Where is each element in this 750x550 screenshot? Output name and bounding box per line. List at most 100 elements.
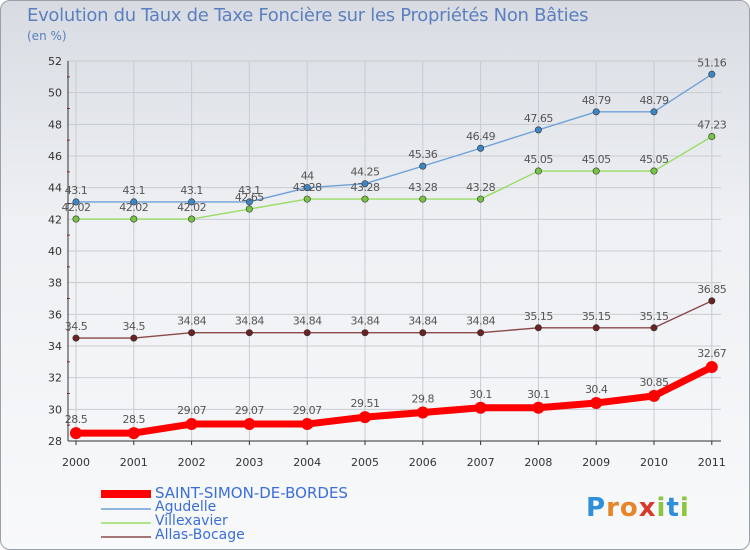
- data-point-agudelle-2000: [72, 198, 80, 206]
- data-label-villexavier-2009: 45.05: [582, 153, 611, 166]
- data-point-villexavier-2002: [188, 215, 196, 223]
- data-point-allas-bocage-2011: [708, 297, 716, 305]
- data-label-agudelle-2009: 48.79: [582, 94, 611, 107]
- data-point-saint-simon-de-bordes-2002: [185, 418, 198, 431]
- x-tick-label-2001: 2001: [120, 456, 148, 469]
- data-label-allas-bocage-2000: 34.5: [65, 320, 88, 333]
- data-label-villexavier-2004: 43.28: [293, 181, 322, 194]
- y-tick-label-32: 32: [48, 372, 62, 385]
- unit-label: (en %): [27, 29, 67, 43]
- data-point-saint-simon-de-bordes-2001: [127, 427, 140, 440]
- data-point-villexavier-2001: [130, 215, 138, 223]
- data-point-saint-simon-de-bordes-2010: [648, 389, 660, 402]
- y-tick-label-30: 30: [48, 403, 62, 416]
- data-point-villexavier-2008: [534, 167, 542, 175]
- data-label-villexavier-2007: 43.28: [466, 181, 495, 194]
- data-point-villexavier-2005: [361, 195, 369, 203]
- legend-label-villexavier: Villexavier: [155, 513, 228, 529]
- data-point-allas-bocage-2007: [477, 329, 485, 337]
- data-point-agudelle-2004: [303, 184, 311, 192]
- data-point-villexavier-2000: [72, 215, 80, 223]
- data-label-agudelle-2005: 44.25: [351, 166, 380, 179]
- data-point-allas-bocage-2002: [188, 329, 196, 337]
- data-label-allas-bocage-2004: 34.84: [293, 315, 322, 328]
- data-label-saint-simon-de-bordes-2011: 32.67: [697, 347, 726, 360]
- data-point-allas-bocage-2005: [361, 329, 369, 337]
- data-label-allas-bocage-2005: 34.84: [351, 315, 380, 328]
- legend-label-saint-simon-de-bordes: SAINT-SIMON-DE-BORDES: [155, 484, 348, 502]
- x-tick-label-2006: 2006: [409, 456, 437, 469]
- y-tick-label-48: 48: [48, 118, 62, 131]
- logo-letter: P: [586, 493, 607, 523]
- data-point-saint-simon-de-bordes-2000: [70, 427, 82, 440]
- data-label-saint-simon-de-bordes-2006: 29.8: [412, 393, 435, 406]
- data-label-saint-simon-de-bordes-2010: 30.85: [640, 376, 669, 389]
- data-label-agudelle-2003: 43.1: [238, 184, 261, 197]
- data-label-allas-bocage-2009: 35.15: [582, 310, 611, 323]
- data-label-allas-bocage-2010: 35.15: [640, 310, 669, 323]
- y-tick-label-36: 36: [48, 308, 62, 321]
- y-tick-label-46: 46: [48, 150, 62, 163]
- data-point-allas-bocage-2010: [650, 324, 658, 332]
- data-point-agudelle-2008: [534, 126, 542, 134]
- data-label-agudelle-2010: 48.79: [640, 94, 669, 107]
- data-label-villexavier-2001: 42.02: [119, 201, 148, 214]
- data-point-saint-simon-de-bordes-2006: [416, 406, 429, 419]
- x-tick-label-2009: 2009: [582, 456, 610, 469]
- x-tick-label-2003: 2003: [235, 456, 263, 469]
- logo-letter: i: [656, 493, 667, 523]
- data-label-saint-simon-de-bordes-2001: 28.5: [123, 413, 146, 426]
- data-point-villexavier-2007: [477, 195, 485, 203]
- data-point-allas-bocage-2008: [534, 324, 542, 332]
- series-line-saint-simon-de-bordes: [72, 363, 716, 437]
- chart-title: Evolution du Taux de Taxe Foncière sur l…: [27, 5, 589, 26]
- legend-label-agudelle: Agudelle: [155, 499, 217, 515]
- data-point-agudelle-2007: [477, 144, 485, 152]
- data-label-saint-simon-de-bordes-2003: 29.07: [235, 404, 264, 417]
- data-label-allas-bocage-2001: 34.5: [123, 320, 146, 333]
- data-label-allas-bocage-2002: 34.84: [177, 315, 206, 328]
- data-point-allas-bocage-2001: [130, 334, 138, 342]
- data-label-agudelle-2000: 43.1: [65, 184, 88, 197]
- y-tick-label-52: 52: [48, 55, 62, 68]
- data-point-allas-bocage-2009: [592, 324, 600, 332]
- data-label-saint-simon-de-bordes-2007: 30.1: [469, 388, 492, 401]
- data-point-villexavier-2004: [303, 195, 311, 203]
- data-label-allas-bocage-2011: 36.85: [697, 283, 726, 296]
- data-label-agudelle-2004: 44: [301, 170, 314, 183]
- y-tick-label-40: 40: [48, 245, 62, 258]
- data-point-villexavier-2010: [650, 167, 658, 175]
- data-point-saint-simon-de-bordes-2011: [705, 361, 718, 374]
- data-label-villexavier-2006: 43.28: [408, 181, 437, 194]
- data-point-agudelle-2006: [419, 162, 427, 170]
- data-point-saint-simon-de-bordes-2005: [359, 411, 371, 424]
- data-label-villexavier-2010: 45.05: [640, 153, 669, 166]
- data-point-villexavier-2003: [245, 205, 253, 213]
- logo-letter: i: [679, 493, 690, 523]
- y-tick-label-28: 28: [48, 435, 62, 448]
- data-label-saint-simon-de-bordes-2008: 30.1: [527, 388, 550, 401]
- x-tick-label-2008: 2008: [524, 456, 552, 469]
- data-point-agudelle-2009: [592, 108, 600, 116]
- data-label-allas-bocage-2003: 34.84: [235, 315, 264, 328]
- data-point-allas-bocage-2006: [419, 329, 427, 337]
- data-point-saint-simon-de-bordes-2007: [474, 401, 487, 414]
- x-tick-label-2004: 2004: [293, 456, 321, 469]
- data-point-agudelle-2002: [188, 198, 196, 206]
- data-point-saint-simon-de-bordes-2003: [243, 418, 256, 431]
- data-label-agudelle-2002: 43.1: [180, 184, 203, 197]
- data-label-agudelle-2001: 43.1: [123, 184, 146, 197]
- data-label-villexavier-2002: 42.02: [177, 201, 206, 214]
- series-line-villexavier: [75, 135, 713, 220]
- x-tick-label-2005: 2005: [351, 456, 379, 469]
- series-line-agudelle: [75, 73, 713, 203]
- legend-label-allas-bocage: Allas-Bocage: [155, 527, 245, 543]
- data-point-agudelle-2001: [130, 198, 138, 206]
- y-tick-label-38: 38: [48, 277, 62, 290]
- data-point-agudelle-2005: [361, 180, 369, 188]
- y-tick-label-34: 34: [48, 340, 62, 353]
- data-point-agudelle-2003: [245, 198, 253, 206]
- data-label-allas-bocage-2008: 35.15: [524, 310, 553, 323]
